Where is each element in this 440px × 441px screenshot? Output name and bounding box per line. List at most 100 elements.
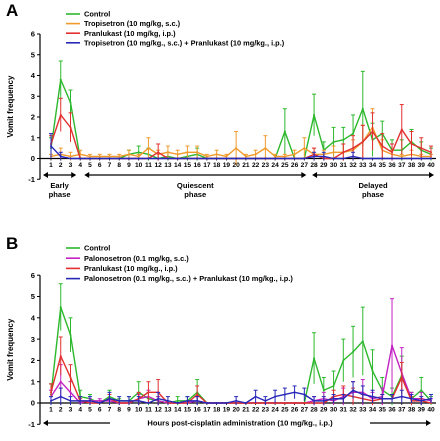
data-point — [352, 155, 355, 158]
x-tick-label: 21 — [242, 162, 250, 169]
x-tick-label: 29 — [320, 162, 328, 169]
x-tick-label: 11 — [145, 407, 152, 414]
data-point — [69, 333, 72, 336]
x-tick-label: 13 — [164, 162, 172, 169]
data-point — [98, 155, 101, 158]
data-point — [157, 397, 160, 400]
x-axis-arrow-head-right — [426, 420, 431, 426]
x-tick-label: 32 — [349, 407, 357, 414]
x-tick-label: 23 — [262, 407, 270, 414]
x-tick-label: 17 — [203, 407, 211, 414]
data-point — [391, 157, 394, 160]
x-tick-label: 40 — [427, 162, 435, 169]
data-point — [264, 399, 267, 402]
x-tick-label: 4 — [78, 162, 82, 169]
data-point — [50, 399, 52, 402]
series-line — [50, 355, 432, 404]
series-1 — [49, 60, 433, 161]
panel-label-b: B — [6, 234, 18, 253]
data-point — [176, 402, 179, 404]
x-tick-label: 15 — [184, 162, 192, 169]
x-tick-label: 10 — [135, 162, 143, 169]
x-tick-label: 10 — [135, 407, 143, 414]
y-tick-label: 6 — [31, 30, 35, 39]
data-point — [108, 155, 111, 158]
data-point — [118, 399, 121, 402]
data-point — [264, 157, 267, 160]
data-point — [196, 151, 199, 154]
x-tick-label: 8 — [117, 162, 121, 169]
data-point — [293, 402, 296, 404]
data-point — [400, 395, 403, 398]
data-point — [420, 399, 423, 402]
x-tick-label: 22 — [252, 162, 260, 169]
y-axis-label: Vomit frequency — [6, 318, 15, 381]
data-point — [59, 113, 62, 116]
x-tick-label: 37 — [398, 407, 406, 414]
data-point — [244, 155, 247, 158]
x-tick-label: 35 — [379, 407, 387, 414]
phase-label: phase — [362, 190, 384, 199]
data-point — [59, 380, 62, 383]
x-tick-label: 4 — [78, 407, 82, 414]
data-point — [59, 355, 62, 358]
data-point — [400, 128, 403, 131]
x-axis-label: Hours post-cisplatin administration (10 … — [147, 419, 333, 428]
legend-label: Palonosetron (0.1 mg/kg., s.c.) + Pranlu… — [84, 274, 293, 283]
series-2 — [49, 298, 433, 406]
data-point — [332, 397, 335, 400]
x-tick-label: 27 — [301, 407, 309, 414]
data-point — [127, 157, 130, 160]
data-point — [283, 393, 286, 396]
data-point — [313, 399, 316, 402]
series-line — [50, 306, 432, 404]
data-point — [410, 157, 413, 160]
y-tick-label: 5 — [31, 292, 36, 301]
data-point — [59, 155, 62, 158]
data-point — [352, 350, 355, 353]
x-tick-label: 33 — [359, 162, 367, 169]
data-point — [293, 391, 296, 394]
data-point — [391, 344, 394, 347]
x-tick-label: 3 — [69, 407, 73, 414]
data-point — [332, 157, 335, 160]
data-point — [176, 153, 179, 156]
data-point — [420, 147, 423, 150]
x-tick-label: 29 — [320, 407, 328, 414]
data-point — [342, 157, 345, 160]
y-tick-label: -1 — [28, 175, 36, 184]
x-tick-label: 11 — [145, 162, 152, 169]
data-point — [313, 357, 316, 360]
x-tick-label: 37 — [398, 162, 406, 169]
x-tick-label: 21 — [242, 407, 250, 414]
x-tick-label: 39 — [418, 162, 426, 169]
data-point — [400, 376, 403, 379]
x-tick-label: 20 — [232, 407, 240, 414]
data-point — [137, 151, 140, 154]
x-tick-label: 23 — [262, 162, 270, 169]
data-point — [274, 155, 277, 158]
x-tick-label: 32 — [349, 162, 357, 169]
data-point — [361, 107, 364, 110]
phase-arrow-head-right — [429, 172, 434, 178]
x-tick-label: 7 — [108, 162, 112, 169]
x-tick-label: 22 — [252, 407, 260, 414]
data-point — [176, 157, 179, 160]
data-point — [391, 151, 394, 154]
y-tick-label: 2 — [31, 113, 35, 122]
data-point — [215, 402, 218, 404]
data-point — [137, 399, 140, 402]
series-4 — [49, 381, 433, 406]
x-tick-label: 24 — [271, 407, 279, 414]
data-point — [293, 157, 296, 160]
x-tick-label: 19 — [223, 407, 231, 414]
data-point — [225, 155, 228, 158]
x-tick-label: 31 — [340, 407, 348, 414]
data-point — [50, 145, 52, 148]
y-tick-label: 0 — [31, 154, 35, 163]
data-point — [69, 157, 72, 160]
x-tick-label: 1 — [49, 407, 53, 414]
